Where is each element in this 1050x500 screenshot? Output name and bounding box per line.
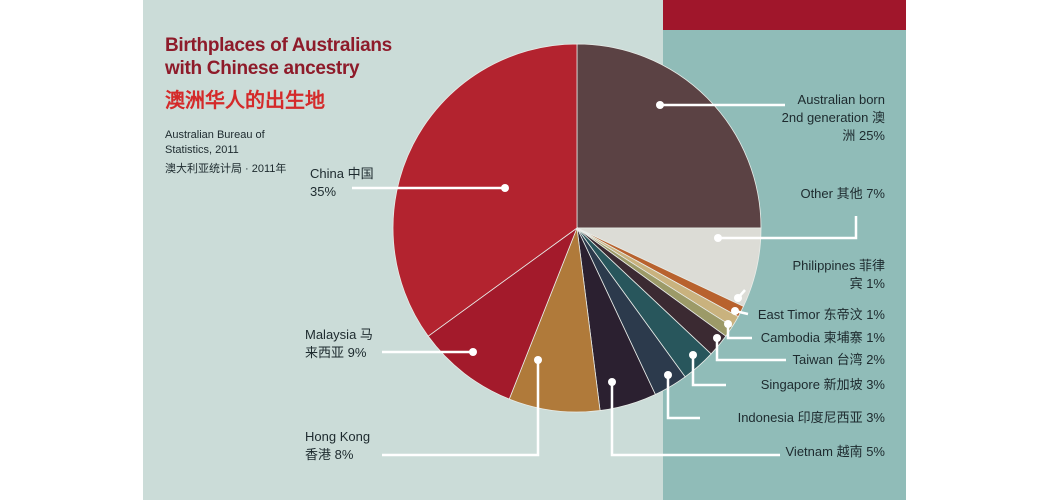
slice-label: Indonesia 印度尼西亚 3%	[685, 409, 885, 427]
slice-label: Malaysia 马来西亚 9%	[305, 326, 385, 362]
value-label: 8%	[334, 447, 354, 462]
leader-dot	[731, 307, 739, 315]
value-label: 2%	[866, 352, 885, 367]
leader-line	[726, 324, 752, 340]
leader-dot	[664, 371, 672, 379]
slice-label: East Timor 东帝汶 1%	[725, 306, 885, 324]
leader-dot	[714, 234, 722, 242]
slice-label: Singapore 新加坡 3%	[715, 376, 885, 394]
chart-subtitle: 澳洲华人的出生地	[165, 90, 325, 112]
category-label: Philippines 菲律宾	[792, 258, 886, 291]
value-label: 9%	[347, 345, 367, 360]
slice-label: Cambodia 柬埔寨 1%	[725, 329, 885, 347]
leader-dot	[501, 184, 509, 192]
category-label: Vietnam 越南	[785, 444, 863, 459]
slice-label: Australian born 2nd generation 澳洲 25%	[775, 91, 885, 145]
slice-label: Vietnam 越南 5%	[755, 443, 886, 461]
source: Australian Bureau of Statistics, 2011	[165, 129, 265, 156]
category-label: Australian born 2nd generation 澳洲	[781, 92, 885, 143]
slice-label: Taiwan 台湾 2%	[725, 351, 885, 369]
slice-label: Philippines 菲律宾 1%	[785, 257, 886, 293]
category-label: Taiwan 台湾	[792, 352, 863, 367]
category-label: China 中国	[310, 166, 374, 181]
leader-dot	[608, 378, 616, 386]
leader-line	[382, 360, 540, 457]
red-band	[663, 0, 906, 30]
category-label: East Timor 东帝汶	[757, 307, 863, 322]
slice-label: China 中国 35%	[310, 165, 400, 201]
value-label: 1%	[866, 276, 885, 291]
leader-line	[610, 382, 780, 457]
category-label: Other 其他	[800, 186, 863, 201]
slice-label: Other 其他 7%	[785, 185, 885, 203]
value-label: 35%	[310, 184, 337, 199]
value-label: 3%	[866, 410, 885, 425]
leader-dot	[734, 294, 742, 302]
leader-line	[718, 216, 858, 240]
leader-dot	[689, 351, 697, 359]
category-label: Hong Kong 香港	[305, 429, 371, 462]
source-cn: 澳大利亚统计局 · 2011年	[165, 163, 287, 175]
category-label: Malaysia 马来西亚	[305, 327, 373, 360]
pie	[392, 43, 762, 413]
leader-line	[715, 338, 786, 362]
leader-dot	[713, 334, 721, 342]
category-label: Cambodia 柬埔寨	[760, 330, 863, 345]
pie-slice	[427, 226, 578, 400]
slice-label: Hong Kong 香港 8%	[305, 428, 385, 464]
chart-title: Birthplaces of Australians with Chinese …	[165, 35, 392, 79]
leaders	[352, 101, 858, 457]
pie-slice	[508, 227, 601, 413]
category-label: Singapore 新加坡	[760, 377, 863, 392]
value-label: 1%	[866, 307, 885, 322]
value-label: 3%	[866, 377, 885, 392]
leader-dot	[534, 356, 542, 364]
leader-line	[691, 355, 726, 387]
value-label: 25%	[858, 128, 885, 143]
category-label: Indonesia 印度尼西亚	[737, 410, 863, 425]
value-label: 7%	[866, 186, 885, 201]
pie-slice	[392, 43, 578, 337]
leader-dot	[724, 320, 732, 328]
value-label: 1%	[866, 330, 885, 345]
leader-line	[666, 375, 700, 420]
leader-dot	[469, 348, 477, 356]
pie-slice	[576, 43, 762, 229]
leader-dot	[656, 101, 664, 109]
value-label: 5%	[866, 444, 885, 459]
